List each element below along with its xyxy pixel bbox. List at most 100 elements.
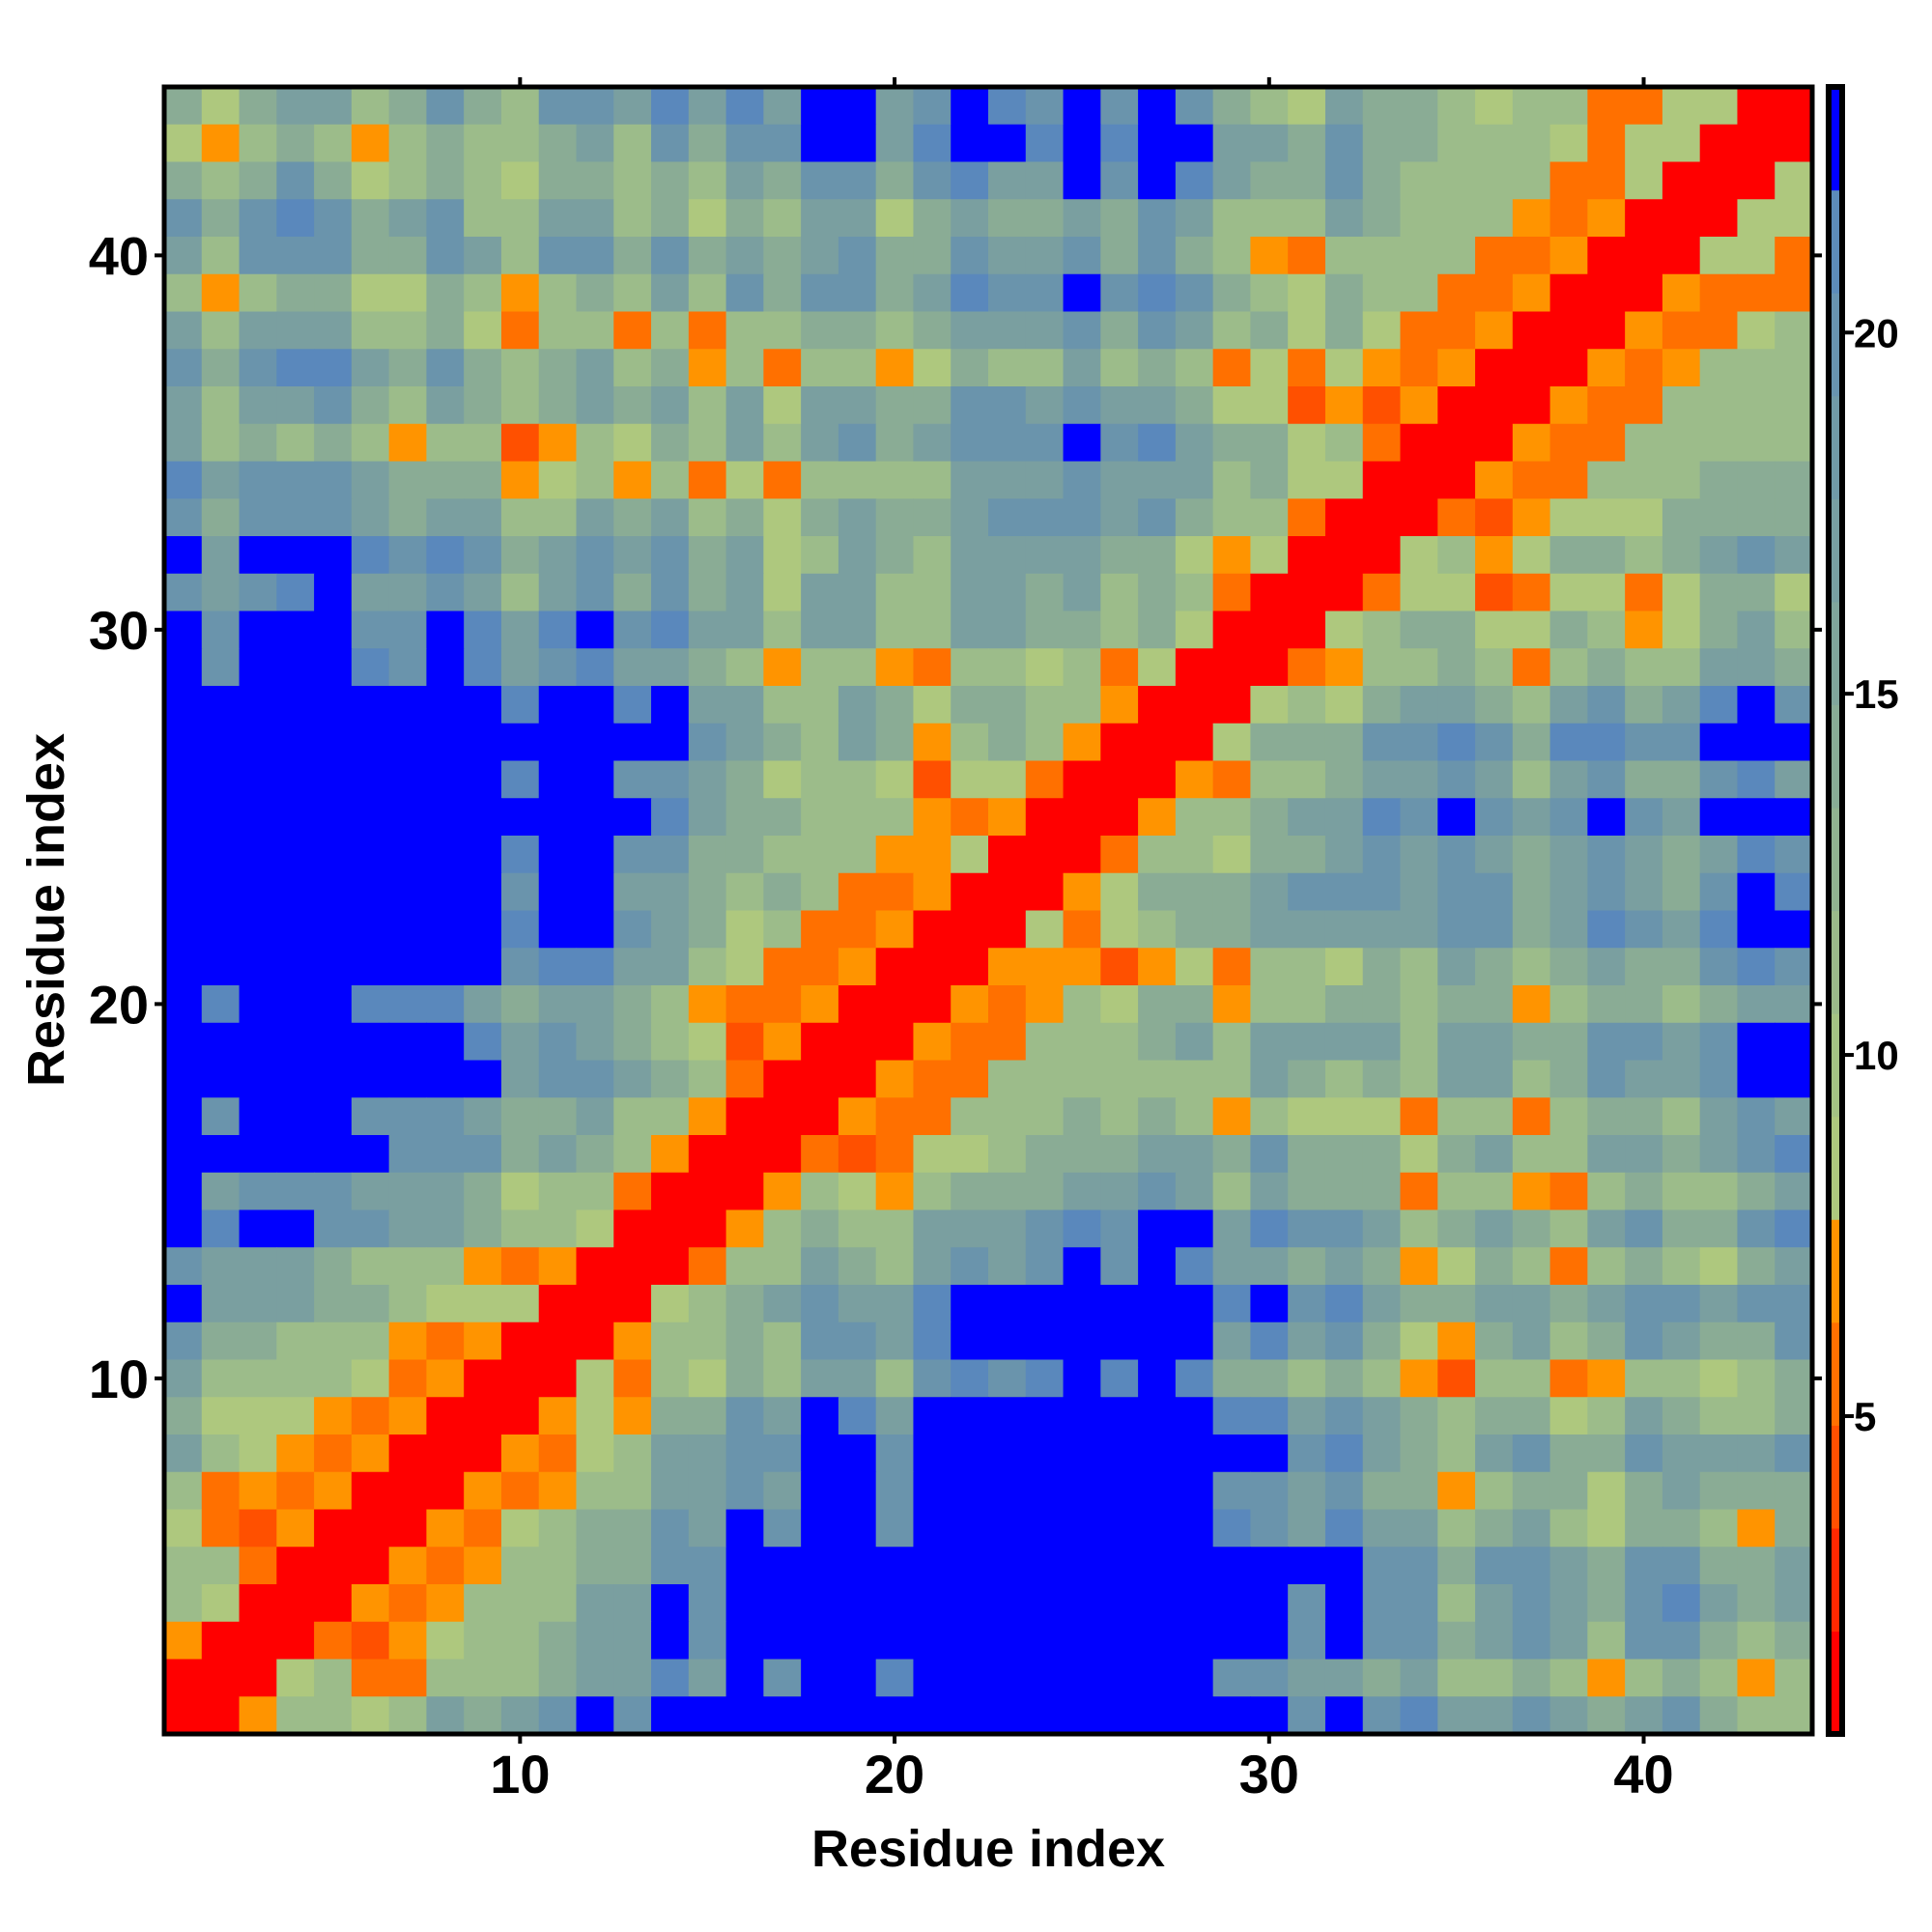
heatmap-cell xyxy=(1362,1097,1402,1136)
heatmap-cell xyxy=(1175,836,1214,874)
heatmap-cell xyxy=(538,1696,578,1735)
heatmap-cell xyxy=(1737,273,1776,313)
heatmap-cell xyxy=(838,648,877,687)
heatmap-cell xyxy=(1775,1285,1813,1323)
heatmap-cell xyxy=(1475,1696,1514,1735)
heatmap-cell xyxy=(201,1022,241,1062)
heatmap-cell xyxy=(201,1321,241,1361)
colorbar-band xyxy=(1829,293,1842,397)
heatmap-cell xyxy=(838,948,877,986)
heatmap-cell xyxy=(426,1696,465,1735)
heatmap-cell xyxy=(1250,161,1289,200)
heatmap-cell xyxy=(1437,1135,1476,1174)
heatmap-cell xyxy=(576,1584,614,1623)
heatmap-cell xyxy=(1250,1247,1289,1286)
heatmap-cell xyxy=(464,1097,502,1136)
heatmap-cell xyxy=(164,985,203,1024)
heatmap-cell xyxy=(1212,1022,1252,1062)
heatmap-cell xyxy=(576,1621,614,1661)
heatmap-cell xyxy=(1138,1359,1177,1398)
heatmap-cell xyxy=(388,760,428,799)
heatmap-cell xyxy=(239,273,277,313)
heatmap-cell xyxy=(1025,161,1065,200)
heatmap-cell xyxy=(988,1359,1027,1398)
heatmap-cell xyxy=(1025,1321,1065,1361)
heatmap-cell xyxy=(688,1547,727,1585)
heatmap-cell xyxy=(951,648,989,687)
heatmap-cell xyxy=(1212,349,1252,387)
heatmap-cell xyxy=(1063,1097,1101,1136)
heatmap-cell xyxy=(613,1509,652,1548)
heatmap-cell xyxy=(875,1060,915,1098)
heatmap-cell xyxy=(725,1696,764,1735)
heatmap-cell xyxy=(951,573,989,612)
heatmap-cell xyxy=(875,536,915,575)
heatmap-cell xyxy=(1250,1659,1289,1697)
heatmap-cell xyxy=(1212,1209,1252,1248)
heatmap-cell xyxy=(164,199,203,238)
heatmap-cell xyxy=(576,237,614,275)
heatmap-cell xyxy=(1662,349,1701,387)
heatmap-cell xyxy=(1662,237,1701,275)
heatmap-cell xyxy=(613,87,652,126)
heatmap-cell xyxy=(838,1135,877,1174)
heatmap-cell xyxy=(801,1209,839,1248)
heatmap-cell xyxy=(1549,1321,1588,1361)
heatmap-cell xyxy=(763,798,802,837)
heatmap-cell xyxy=(1625,461,1663,499)
heatmap-cell xyxy=(688,1209,727,1248)
heatmap-cell xyxy=(1475,910,1514,949)
heatmap-cell xyxy=(1138,723,1177,762)
heatmap-cell xyxy=(1025,124,1065,163)
heatmap-cell xyxy=(1324,872,1364,912)
heatmap-cell xyxy=(725,199,764,238)
heatmap-cell xyxy=(725,273,764,313)
heatmap-cell xyxy=(1400,1209,1438,1248)
heatmap-cell xyxy=(1175,1022,1214,1062)
heatmap-cell xyxy=(1737,1435,1776,1473)
heatmap-cell xyxy=(314,1584,353,1623)
heatmap-cell xyxy=(1475,611,1514,649)
heatmap-cell xyxy=(164,1659,203,1697)
heatmap-cell xyxy=(388,1471,428,1511)
heatmap-cell xyxy=(988,910,1027,949)
heatmap-cell xyxy=(314,1397,353,1435)
heatmap-cell xyxy=(725,686,764,724)
heatmap-cell xyxy=(1250,124,1289,163)
heatmap-cell xyxy=(1288,1022,1326,1062)
heatmap-cell xyxy=(538,910,578,949)
heatmap-cell xyxy=(351,910,390,949)
heatmap-cell xyxy=(388,1397,428,1435)
heatmap-cell xyxy=(1025,1584,1065,1623)
heatmap-cell xyxy=(464,723,502,762)
heatmap-cell xyxy=(801,1397,839,1435)
heatmap-cell xyxy=(538,386,578,425)
heatmap-cell xyxy=(164,273,203,313)
heatmap-cell xyxy=(538,1135,578,1174)
heatmap-cell xyxy=(725,1135,764,1174)
heatmap-cell xyxy=(725,573,764,612)
heatmap-cell xyxy=(351,985,390,1024)
heatmap-cell xyxy=(913,1135,952,1174)
heatmap-cell xyxy=(875,1584,915,1623)
heatmap-cell xyxy=(725,798,764,837)
heatmap-cell xyxy=(1475,1022,1514,1062)
heatmap-cell xyxy=(801,760,839,799)
heatmap-cell xyxy=(464,237,502,275)
heatmap-cell xyxy=(1138,423,1177,463)
heatmap-cell xyxy=(1587,199,1626,238)
heatmap-cell xyxy=(1400,573,1438,612)
heatmap-cell xyxy=(276,1397,315,1435)
heatmap-cell xyxy=(838,1097,877,1136)
heatmap-cell xyxy=(1625,311,1663,350)
heatmap-cell xyxy=(1475,872,1514,912)
heatmap-cell xyxy=(1025,349,1065,387)
heatmap-cell xyxy=(725,1060,764,1098)
heatmap-cell xyxy=(1437,1285,1476,1323)
heatmap-cell xyxy=(1587,536,1626,575)
heatmap-cell xyxy=(1587,1509,1626,1548)
heatmap-cell xyxy=(951,1247,989,1286)
heatmap-cell xyxy=(688,423,727,463)
heatmap-cell xyxy=(1587,1584,1626,1623)
heatmap-cell xyxy=(426,910,465,949)
